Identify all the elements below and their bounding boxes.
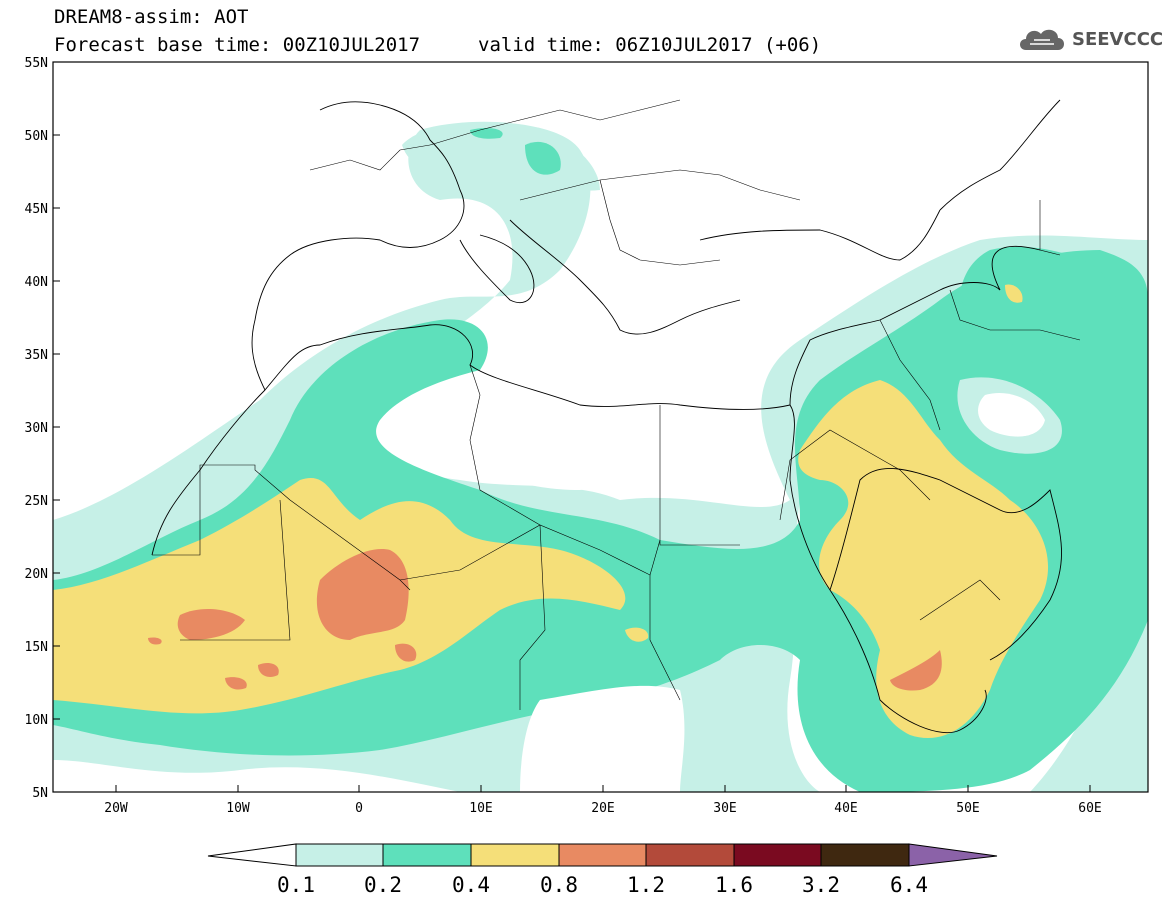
- lon-label-10w: 10W: [226, 801, 250, 816]
- aot-clear-region: [458, 376, 1045, 792]
- political-borders: [152, 99, 1081, 710]
- lon-label-0: 0: [355, 801, 363, 816]
- cloud-icon: [1020, 29, 1064, 50]
- lon-label-40e: 40E: [834, 801, 857, 816]
- legend-label-1-2: 1.2: [627, 873, 665, 897]
- lat-label-45n: 45N: [25, 202, 48, 217]
- lat-label-50n: 50N: [25, 129, 48, 144]
- legend-swatch-3-2: [820, 843, 910, 867]
- lat-label-25n: 25N: [25, 494, 48, 509]
- map-title: DREAM8-assim: AOT: [54, 6, 249, 28]
- legend-swatch-0-4: [470, 843, 560, 867]
- seevccc-logo: SEEVCCC: [1016, 23, 1163, 55]
- legend-swatch-1-6: [733, 843, 822, 867]
- legend-label-1-6: 1.6: [715, 873, 753, 897]
- valid-time: valid time: 06Z10JUL2017 (+06): [478, 34, 822, 56]
- lat-label-55n: 55N: [25, 56, 48, 71]
- legend-label-0-2: 0.2: [364, 873, 402, 897]
- lon-label-10e: 10E: [469, 801, 492, 816]
- lat-label-30n: 30N: [25, 421, 48, 436]
- latitude-labels: 55N 50N 45N 40N 35N 30N 25N 20N 15N 10N …: [25, 56, 48, 801]
- lat-label-35n: 35N: [25, 348, 48, 363]
- legend-label-6-4: 6.4: [890, 873, 928, 897]
- lon-label-20e: 20E: [591, 801, 614, 816]
- logo-text: SEEVCCC: [1072, 28, 1164, 50]
- legend-swatch-0-2: [382, 843, 472, 867]
- legend-label-3-2: 3.2: [802, 873, 840, 897]
- longitude-labels: 20W 10W 0 10E 20E 30E 40E 50E 60E: [104, 801, 1101, 816]
- legend-label-0-4: 0.4: [452, 873, 490, 897]
- legend-swatch-above-max: [908, 843, 998, 867]
- legend-swatch-0-1: [295, 843, 384, 867]
- legend-label-0-8: 0.8: [540, 873, 578, 897]
- lat-label-40n: 40N: [25, 275, 48, 290]
- legend-swatch-1-2: [645, 843, 735, 867]
- lon-label-50e: 50E: [956, 801, 979, 816]
- legend-label-0-1: 0.1: [277, 873, 315, 897]
- axis-ticks: [53, 61, 1091, 792]
- lat-label-5n: 5N: [32, 786, 48, 801]
- lon-label-60e: 60E: [1078, 801, 1101, 816]
- aot-high-region: [148, 549, 942, 691]
- lon-label-30e: 30E: [713, 801, 736, 816]
- color-legend: [207, 843, 998, 867]
- forecast-base-time: Forecast base time: 00Z10JUL2017: [54, 34, 421, 56]
- lat-label-20n: 20N: [25, 567, 48, 582]
- lon-label-20w: 20W: [104, 801, 128, 816]
- lat-label-10n: 10N: [25, 713, 48, 728]
- legend-swatch-below-min: [207, 843, 297, 867]
- legend-labels: 0.1 0.2 0.4 0.8 1.2 1.6 3.2 6.4: [277, 873, 928, 897]
- aot-field: [53, 62, 1148, 792]
- coastlines: [151, 99, 1062, 734]
- lat-label-15n: 15N: [25, 640, 48, 655]
- legend-swatch-0-8: [558, 843, 647, 867]
